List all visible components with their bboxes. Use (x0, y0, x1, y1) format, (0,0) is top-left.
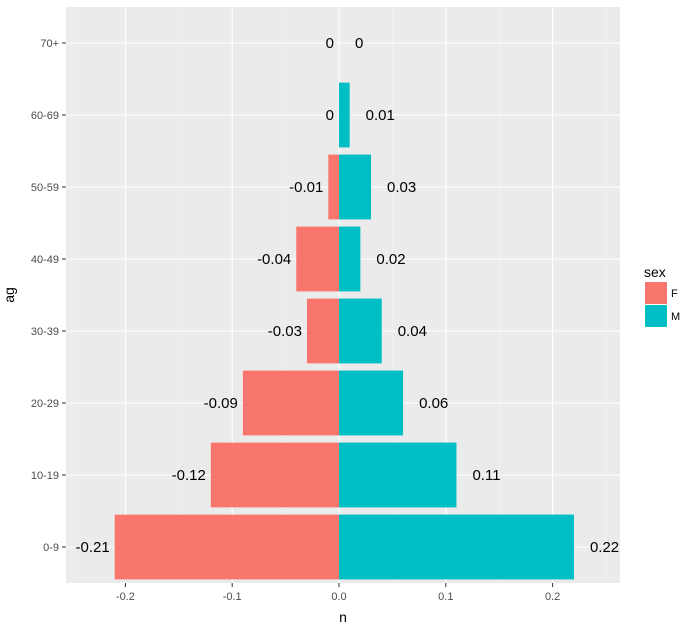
data-labels: -0.21 -0.12 -0.09 -0.03 -0.04 -0.01 0 0 0.22 0.11… (76, 35, 620, 556)
bar-m-30-39 (339, 298, 382, 364)
data-label-m-10-19: 0.11 (472, 467, 500, 484)
data-label-f-20-29: -0.09 (204, 395, 238, 412)
data-label-f-40-49: -0.04 (257, 251, 291, 268)
bar-m-60-69 (339, 82, 350, 148)
bar-f-10-19 (210, 442, 339, 508)
bar-f-50-59 (328, 154, 339, 220)
bar-m-40-49 (339, 226, 361, 292)
bar-f-40-49 (296, 226, 339, 292)
data-label-m-40-49: 0.02 (376, 251, 405, 268)
y-tick-label-50-59: 50-59 (31, 182, 59, 194)
bar-m-20-29 (339, 370, 404, 436)
bars (114, 82, 574, 580)
data-label-m-50-59: 0.03 (387, 179, 416, 196)
data-label-m-70plus: 0 (355, 35, 363, 52)
legend-title: sex (644, 264, 666, 280)
legend-label-f: F (671, 288, 678, 300)
bar-f-20-29 (242, 370, 339, 436)
bar-m-10-19 (339, 442, 457, 508)
y-tick-label-60-69: 60-69 (31, 110, 59, 122)
x-tick-label-4: 0.2 (545, 591, 560, 603)
x-tick-label-2: 0.0 (331, 591, 346, 603)
data-label-f-0-9: -0.21 (76, 539, 110, 556)
data-label-m-0-9: 0.22 (590, 539, 619, 556)
legend-key-m (645, 305, 667, 327)
legend-label-m: M (671, 311, 680, 323)
axes: -0.2 -0.1 0.0 0.1 0.2 0-9 10-19 20-29 30-39 40-49… (31, 38, 560, 603)
y-tick-label-30-39: 30-39 (31, 326, 59, 338)
data-label-m-20-29: 0.06 (419, 395, 448, 412)
x-axis-title: n (339, 609, 347, 625)
x-tick-label-0: -0.2 (116, 591, 135, 603)
y-axis-title: ag (1, 287, 17, 303)
x-tick-label-1: -0.1 (223, 591, 242, 603)
y-tick-label-10-19: 10-19 (31, 470, 59, 482)
data-label-f-30-39: -0.03 (268, 323, 302, 340)
data-label-f-60-69: 0 (326, 107, 334, 124)
y-tick-label-20-29: 20-29 (31, 398, 59, 410)
x-tick-label-3: 0.1 (438, 591, 453, 603)
bar-m-50-59 (339, 154, 372, 220)
bar-f-0-9 (114, 514, 339, 580)
bar-m-0-9 (339, 514, 574, 580)
y-tick-label-0-9: 0-9 (43, 542, 59, 554)
legend: sex F M (644, 264, 680, 327)
data-label-m-30-39: 0.04 (398, 323, 427, 340)
y-tick-label-70plus: 70+ (40, 38, 59, 50)
y-tick-label-40-49: 40-49 (31, 254, 59, 266)
legend-key-f (645, 282, 667, 304)
data-label-f-50-59: -0.01 (289, 179, 323, 196)
data-label-f-70plus: 0 (326, 35, 334, 52)
data-label-m-60-69: 0.01 (366, 107, 395, 124)
data-label-f-10-19: -0.12 (172, 467, 206, 484)
bar-f-30-39 (306, 298, 339, 364)
